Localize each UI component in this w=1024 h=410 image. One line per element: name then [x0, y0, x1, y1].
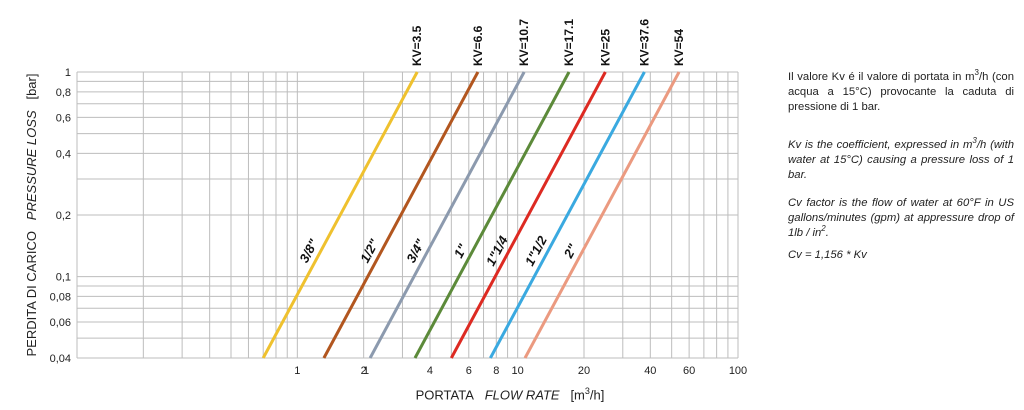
note-english: Kv is the coefficient, expressed in m3/h… — [788, 136, 1014, 181]
series-line — [450, 71, 607, 359]
size-label: 3/8" — [296, 236, 321, 265]
kv-labels: KV=3.5 KV=6.6 KV=10.7 KV=17.1 KV=25 KV=37.6 KV… — [410, 19, 686, 66]
size-label: 1"1/2 — [522, 233, 550, 268]
size-label: 1"1/4 — [483, 233, 511, 268]
x-tick-label: 2 — [361, 365, 367, 377]
y-tick-label: 0,08 — [50, 291, 71, 303]
y-tick-label: 0,6 — [56, 112, 71, 124]
x-tick-label: 1 — [294, 365, 300, 377]
x-tick-label: 10 — [512, 365, 524, 377]
y-tick-label: 0,8 — [56, 87, 71, 99]
series-line — [322, 71, 480, 359]
x-tick-label: 6 — [466, 365, 472, 377]
x-tick-label: 100 — [729, 365, 747, 377]
x-axis-label: PORTATA FLOW RATE [m3/h] — [415, 386, 605, 403]
note-cv-formula: Cv = 1,156 * Kv — [788, 249, 867, 261]
x-tick-label: 1 — [363, 365, 369, 377]
kv-label: KV=17.1 — [562, 19, 576, 66]
size-label: 3/4" — [403, 236, 428, 265]
series-line — [489, 71, 646, 359]
series-line — [261, 71, 419, 359]
note-cv-factor: Cv factor is the flow of water at 60°F i… — [788, 197, 1014, 239]
x-tick-label: 8 — [493, 365, 499, 377]
y-tick-labels: 1 0,8 0,6 0,4 0,2 0,1 0,08 0,06 0,04 — [50, 67, 71, 365]
series-line — [368, 71, 526, 359]
x-tick-labels: 1 21 4 6 8 10 20 40 60 100 — [294, 365, 747, 377]
kv-label: KV=37.6 — [637, 19, 651, 66]
x-tick-label: 20 — [578, 365, 590, 377]
series-line — [523, 71, 681, 359]
note-italian: Il valore Kv é il valore di portata in m… — [788, 68, 1014, 113]
y-tick-label: 1 — [65, 67, 71, 79]
y-tick-label: 0,04 — [50, 353, 71, 365]
size-labels: 3/8" 1/2" 3/4" 1" 1"1/4 1"1/2 2" — [296, 233, 580, 268]
y-tick-label: 0,1 — [56, 272, 71, 284]
kv-label: KV=25 — [598, 29, 612, 66]
x-tick-label: 4 — [427, 365, 433, 377]
series-line — [413, 71, 571, 359]
y-tick-label: 0,06 — [50, 317, 71, 329]
y-tick-label: 0,4 — [56, 148, 71, 160]
x-tick-label: 60 — [683, 365, 695, 377]
kv-label: KV=3.5 — [410, 25, 424, 66]
y-axis-label: PERDITA DI CARICO PRESSURE LOSS [bar] — [24, 73, 39, 357]
kv-label: KV=6.6 — [471, 25, 485, 66]
kv-label: KV=54 — [672, 29, 686, 66]
size-label: 1/2" — [357, 236, 382, 265]
chart-grid — [76, 71, 739, 359]
y-tick-label: 0,2 — [56, 210, 71, 222]
kv-label: KV=10.7 — [517, 19, 531, 66]
chart-series — [261, 71, 681, 359]
x-tick-label: 40 — [644, 365, 656, 377]
